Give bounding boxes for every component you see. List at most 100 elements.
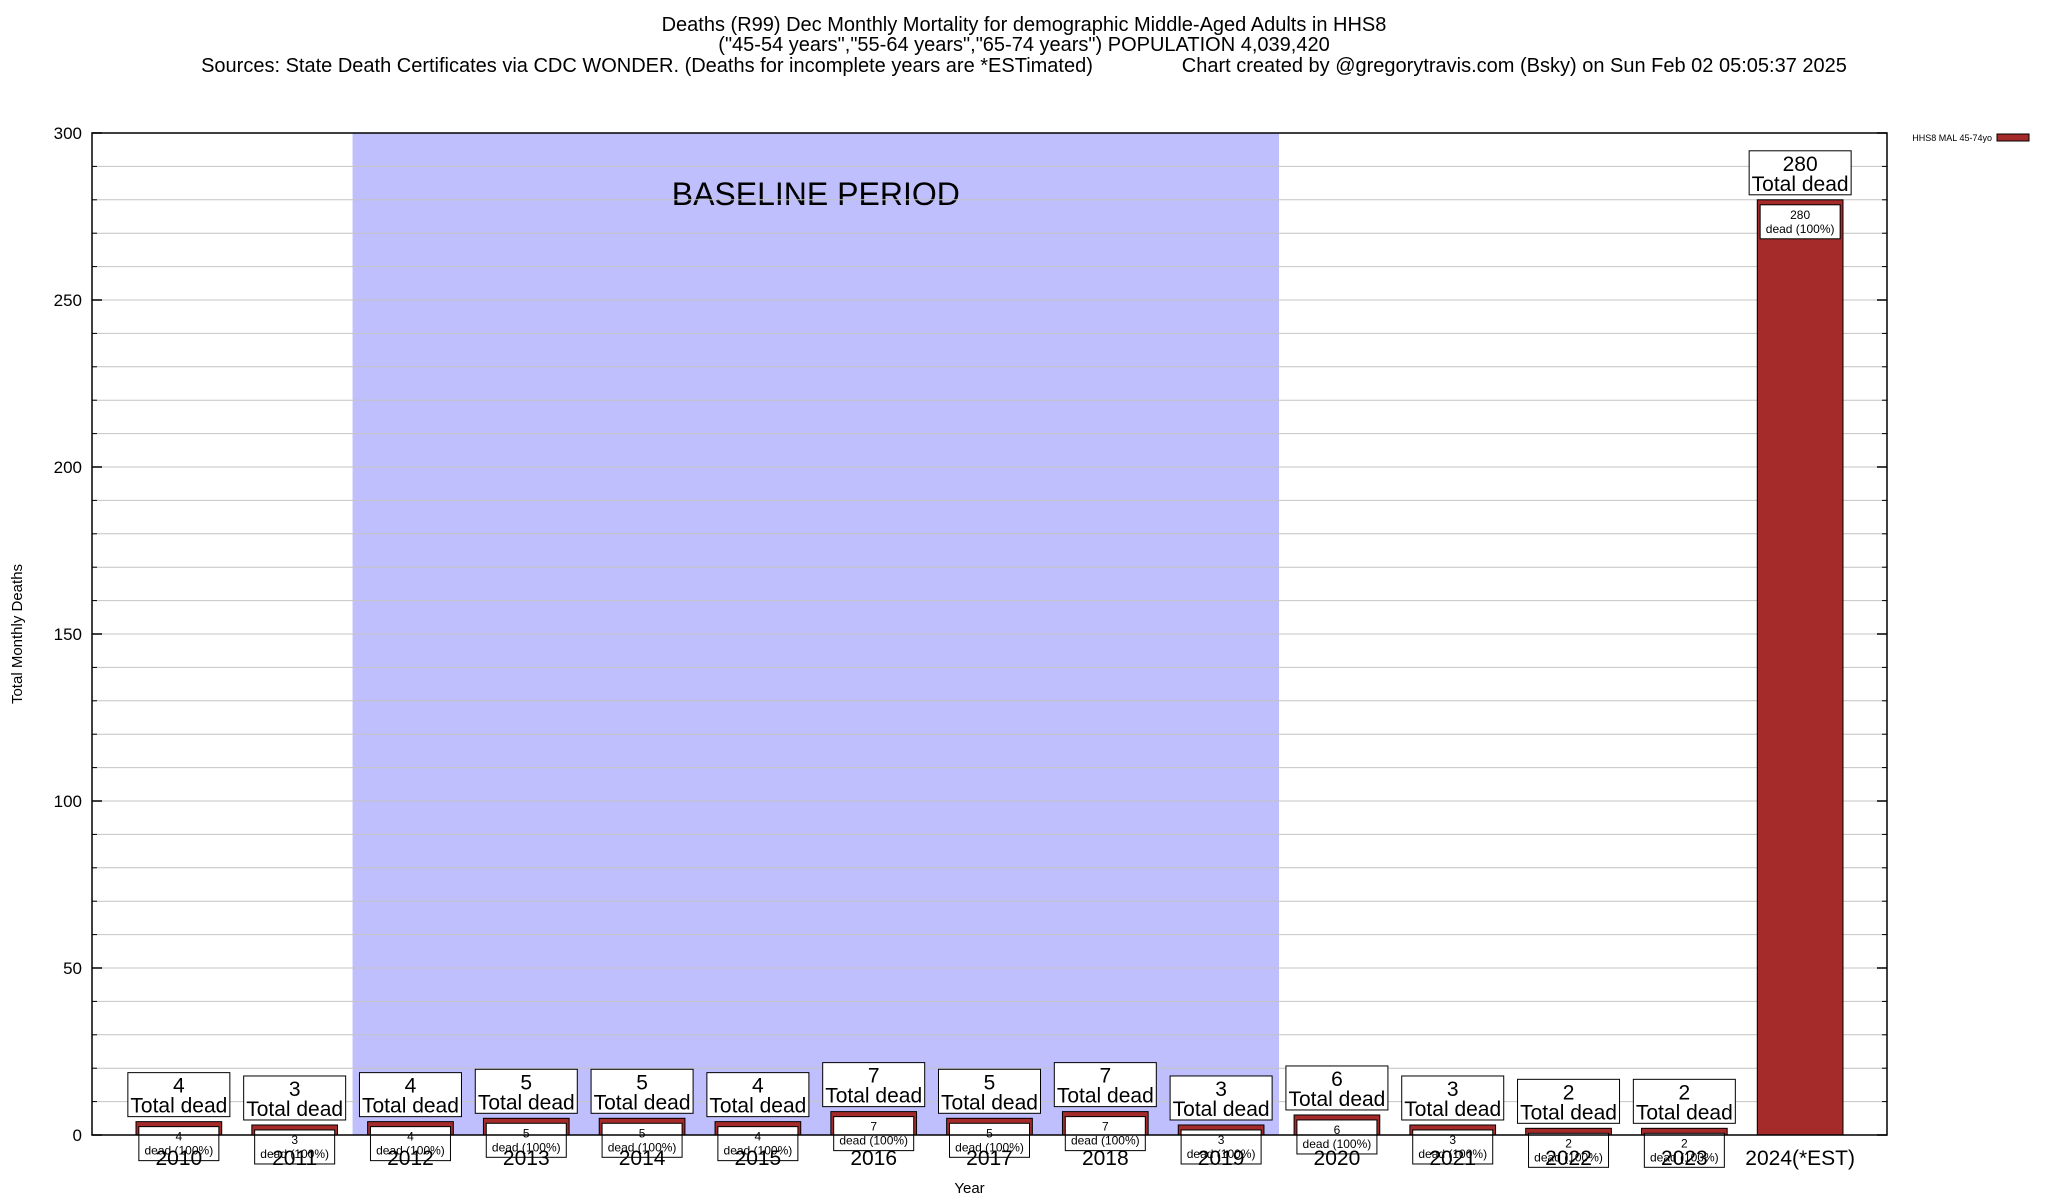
total-value-label-2018: 7 bbox=[1099, 1065, 1111, 1088]
total-value-label-2010: 4 bbox=[173, 1075, 185, 1098]
share-pct-label-2011: dead (100%) bbox=[260, 1147, 329, 1161]
x-tick-label-2013: 2013 bbox=[503, 1147, 550, 1170]
share-label-box-2012 bbox=[369, 1126, 451, 1162]
chart-sources: Sources: State Death Certificates via CD… bbox=[201, 55, 1093, 77]
share-value-label-2019: 3 bbox=[1218, 1133, 1225, 1147]
legend-swatch bbox=[1996, 133, 2030, 142]
total-label-box-2023 bbox=[1632, 1078, 1736, 1124]
total-value-label-2011: 3 bbox=[289, 1078, 301, 1101]
share-pct-label-2019: dead (100%) bbox=[1187, 1147, 1256, 1161]
total-dead-label-2014: Total dead bbox=[594, 1091, 691, 1114]
x-tick-label-2015: 2015 bbox=[735, 1147, 782, 1170]
legend: HHS8 MAL 45-74yo bbox=[1912, 133, 2030, 143]
x-tick-label-2021: 2021 bbox=[1429, 1147, 1476, 1170]
total-dead-label-2021: Total dead bbox=[1404, 1098, 1501, 1121]
share-label-box-2024(*EST) bbox=[1759, 204, 1841, 240]
share-value-label-2021: 3 bbox=[1449, 1133, 1456, 1147]
y-tick-label-0: 0 bbox=[73, 1126, 82, 1145]
total-value-label-2023: 2 bbox=[1678, 1081, 1690, 1104]
share-label-box-2010 bbox=[138, 1126, 220, 1162]
total-value-label-2019: 3 bbox=[1215, 1078, 1227, 1101]
total-value-label-2021: 3 bbox=[1447, 1078, 1459, 1101]
share-value-label-2022: 2 bbox=[1565, 1136, 1572, 1150]
total-dead-label-2015: Total dead bbox=[709, 1095, 806, 1118]
share-value-label-2012: 4 bbox=[407, 1130, 414, 1144]
total-dead-label-2023: Total dead bbox=[1636, 1101, 1733, 1124]
total-label-box-2017 bbox=[938, 1068, 1041, 1114]
chart-credit: Chart created by @gregorytravis.com (Bsk… bbox=[1181, 55, 1847, 77]
share-label-box-2020 bbox=[1296, 1119, 1378, 1155]
share-pct-label-2018: dead (100%) bbox=[1071, 1134, 1140, 1148]
share-value-label-2020: 6 bbox=[1334, 1123, 1341, 1137]
total-dead-label-2013: Total dead bbox=[478, 1091, 575, 1114]
total-dead-label-2012: Total dead bbox=[362, 1095, 459, 1118]
total-dead-label-2016: Total dead bbox=[825, 1085, 922, 1108]
total-value-label-2015: 4 bbox=[752, 1075, 764, 1098]
share-label-box-2014 bbox=[601, 1122, 683, 1158]
x-tick-label-2022: 2022 bbox=[1545, 1147, 1592, 1170]
share-pct-label-2012: dead (100%) bbox=[376, 1144, 445, 1158]
x-tick-label-2016: 2016 bbox=[850, 1147, 897, 1170]
x-tick-label-2020: 2020 bbox=[1314, 1147, 1361, 1170]
share-pct-label-2022: dead (100%) bbox=[1534, 1150, 1603, 1164]
y-tick-label-150: 150 bbox=[54, 625, 82, 644]
x-tick-label-2010: 2010 bbox=[155, 1147, 202, 1170]
total-dead-label-2017: Total dead bbox=[941, 1091, 1038, 1114]
total-label-box-2015 bbox=[706, 1072, 810, 1118]
share-pct-label-2010: dead (100%) bbox=[144, 1144, 213, 1158]
y-tick-label-200: 200 bbox=[54, 458, 82, 477]
share-label-box-2013 bbox=[485, 1122, 567, 1158]
grid-lines bbox=[92, 165, 1887, 1103]
x-tick-label-2014: 2014 bbox=[619, 1147, 666, 1170]
y-tick-label-50: 50 bbox=[63, 959, 82, 978]
share-pct-label-2023: dead (100%) bbox=[1650, 1150, 1719, 1164]
share-value-label-2024(*EST): 280 bbox=[1790, 208, 1810, 222]
legend-label: HHS8 MAL 45-74yo bbox=[1912, 133, 1992, 143]
chart-title: Deaths (R99) Dec Monthly Mortality for d… bbox=[661, 14, 1387, 36]
total-label-box-2011 bbox=[243, 1075, 347, 1121]
x-tick-label-2011: 2011 bbox=[272, 1147, 317, 1170]
share-pct-label-2015: dead (100%) bbox=[724, 1144, 793, 1158]
share-value-label-2011: 3 bbox=[291, 1133, 298, 1147]
total-label-box-2014 bbox=[590, 1068, 694, 1114]
share-pct-label-2024(*EST): dead (100%) bbox=[1766, 222, 1835, 236]
share-pct-label-2014: dead (100%) bbox=[608, 1140, 677, 1154]
x-tick-label-2018: 2018 bbox=[1082, 1147, 1129, 1170]
baseline-period-label: BASELINE PERIOD bbox=[672, 176, 960, 212]
total-dead-label-2019: Total dead bbox=[1173, 1098, 1270, 1121]
total-value-label-2020: 6 bbox=[1331, 1068, 1343, 1091]
share-pct-label-2016: dead (100%) bbox=[839, 1134, 908, 1148]
chart-sources-credit: Sources: State Death Certificates via CD… bbox=[0, 55, 2048, 77]
total-label-box-2018 bbox=[1053, 1062, 1157, 1108]
total-dead-label-2020: Total dead bbox=[1288, 1088, 1385, 1111]
share-label-box-2016 bbox=[833, 1116, 915, 1152]
total-dead-label-2022: Total dead bbox=[1520, 1101, 1617, 1124]
share-value-label-2018: 7 bbox=[1102, 1120, 1109, 1134]
total-label-box-2016 bbox=[822, 1062, 926, 1108]
share-value-label-2014: 5 bbox=[639, 1126, 646, 1140]
y-tick-label-300: 300 bbox=[54, 124, 82, 143]
total-value-label-2024(*EST): 280 bbox=[1783, 153, 1818, 176]
total-label-box-2021 bbox=[1401, 1075, 1505, 1121]
share-label-box-2015 bbox=[717, 1126, 799, 1162]
total-value-label-2016: 7 bbox=[868, 1065, 880, 1088]
total-value-label-2012: 4 bbox=[405, 1075, 417, 1098]
x-tick-label-2012: 2012 bbox=[387, 1147, 434, 1170]
total-label-box-2019 bbox=[1169, 1075, 1273, 1121]
share-value-label-2013: 5 bbox=[523, 1126, 530, 1140]
total-dead-label-2024(*EST): Total dead bbox=[1752, 173, 1849, 196]
total-value-label-2022: 2 bbox=[1563, 1081, 1575, 1104]
x-tick-label-2017: 2017 bbox=[966, 1147, 1013, 1170]
share-value-label-2015: 4 bbox=[755, 1130, 762, 1144]
y-axis-label: Total Monthly Deaths bbox=[9, 564, 26, 704]
share-value-label-2016: 7 bbox=[870, 1120, 877, 1134]
x-axis-label: Year bbox=[954, 1180, 984, 1197]
total-dead-label-2010: Total dead bbox=[130, 1095, 227, 1118]
share-label-box-2023 bbox=[1643, 1132, 1725, 1168]
share-pct-label-2021: dead (100%) bbox=[1418, 1147, 1487, 1161]
share-label-box-2018 bbox=[1064, 1116, 1146, 1152]
share-value-label-2023: 2 bbox=[1681, 1136, 1688, 1150]
chart-subtitle: ("45-54 years","55-64 years","65-74 year… bbox=[718, 34, 1330, 56]
share-label-box-2017 bbox=[949, 1122, 1030, 1158]
